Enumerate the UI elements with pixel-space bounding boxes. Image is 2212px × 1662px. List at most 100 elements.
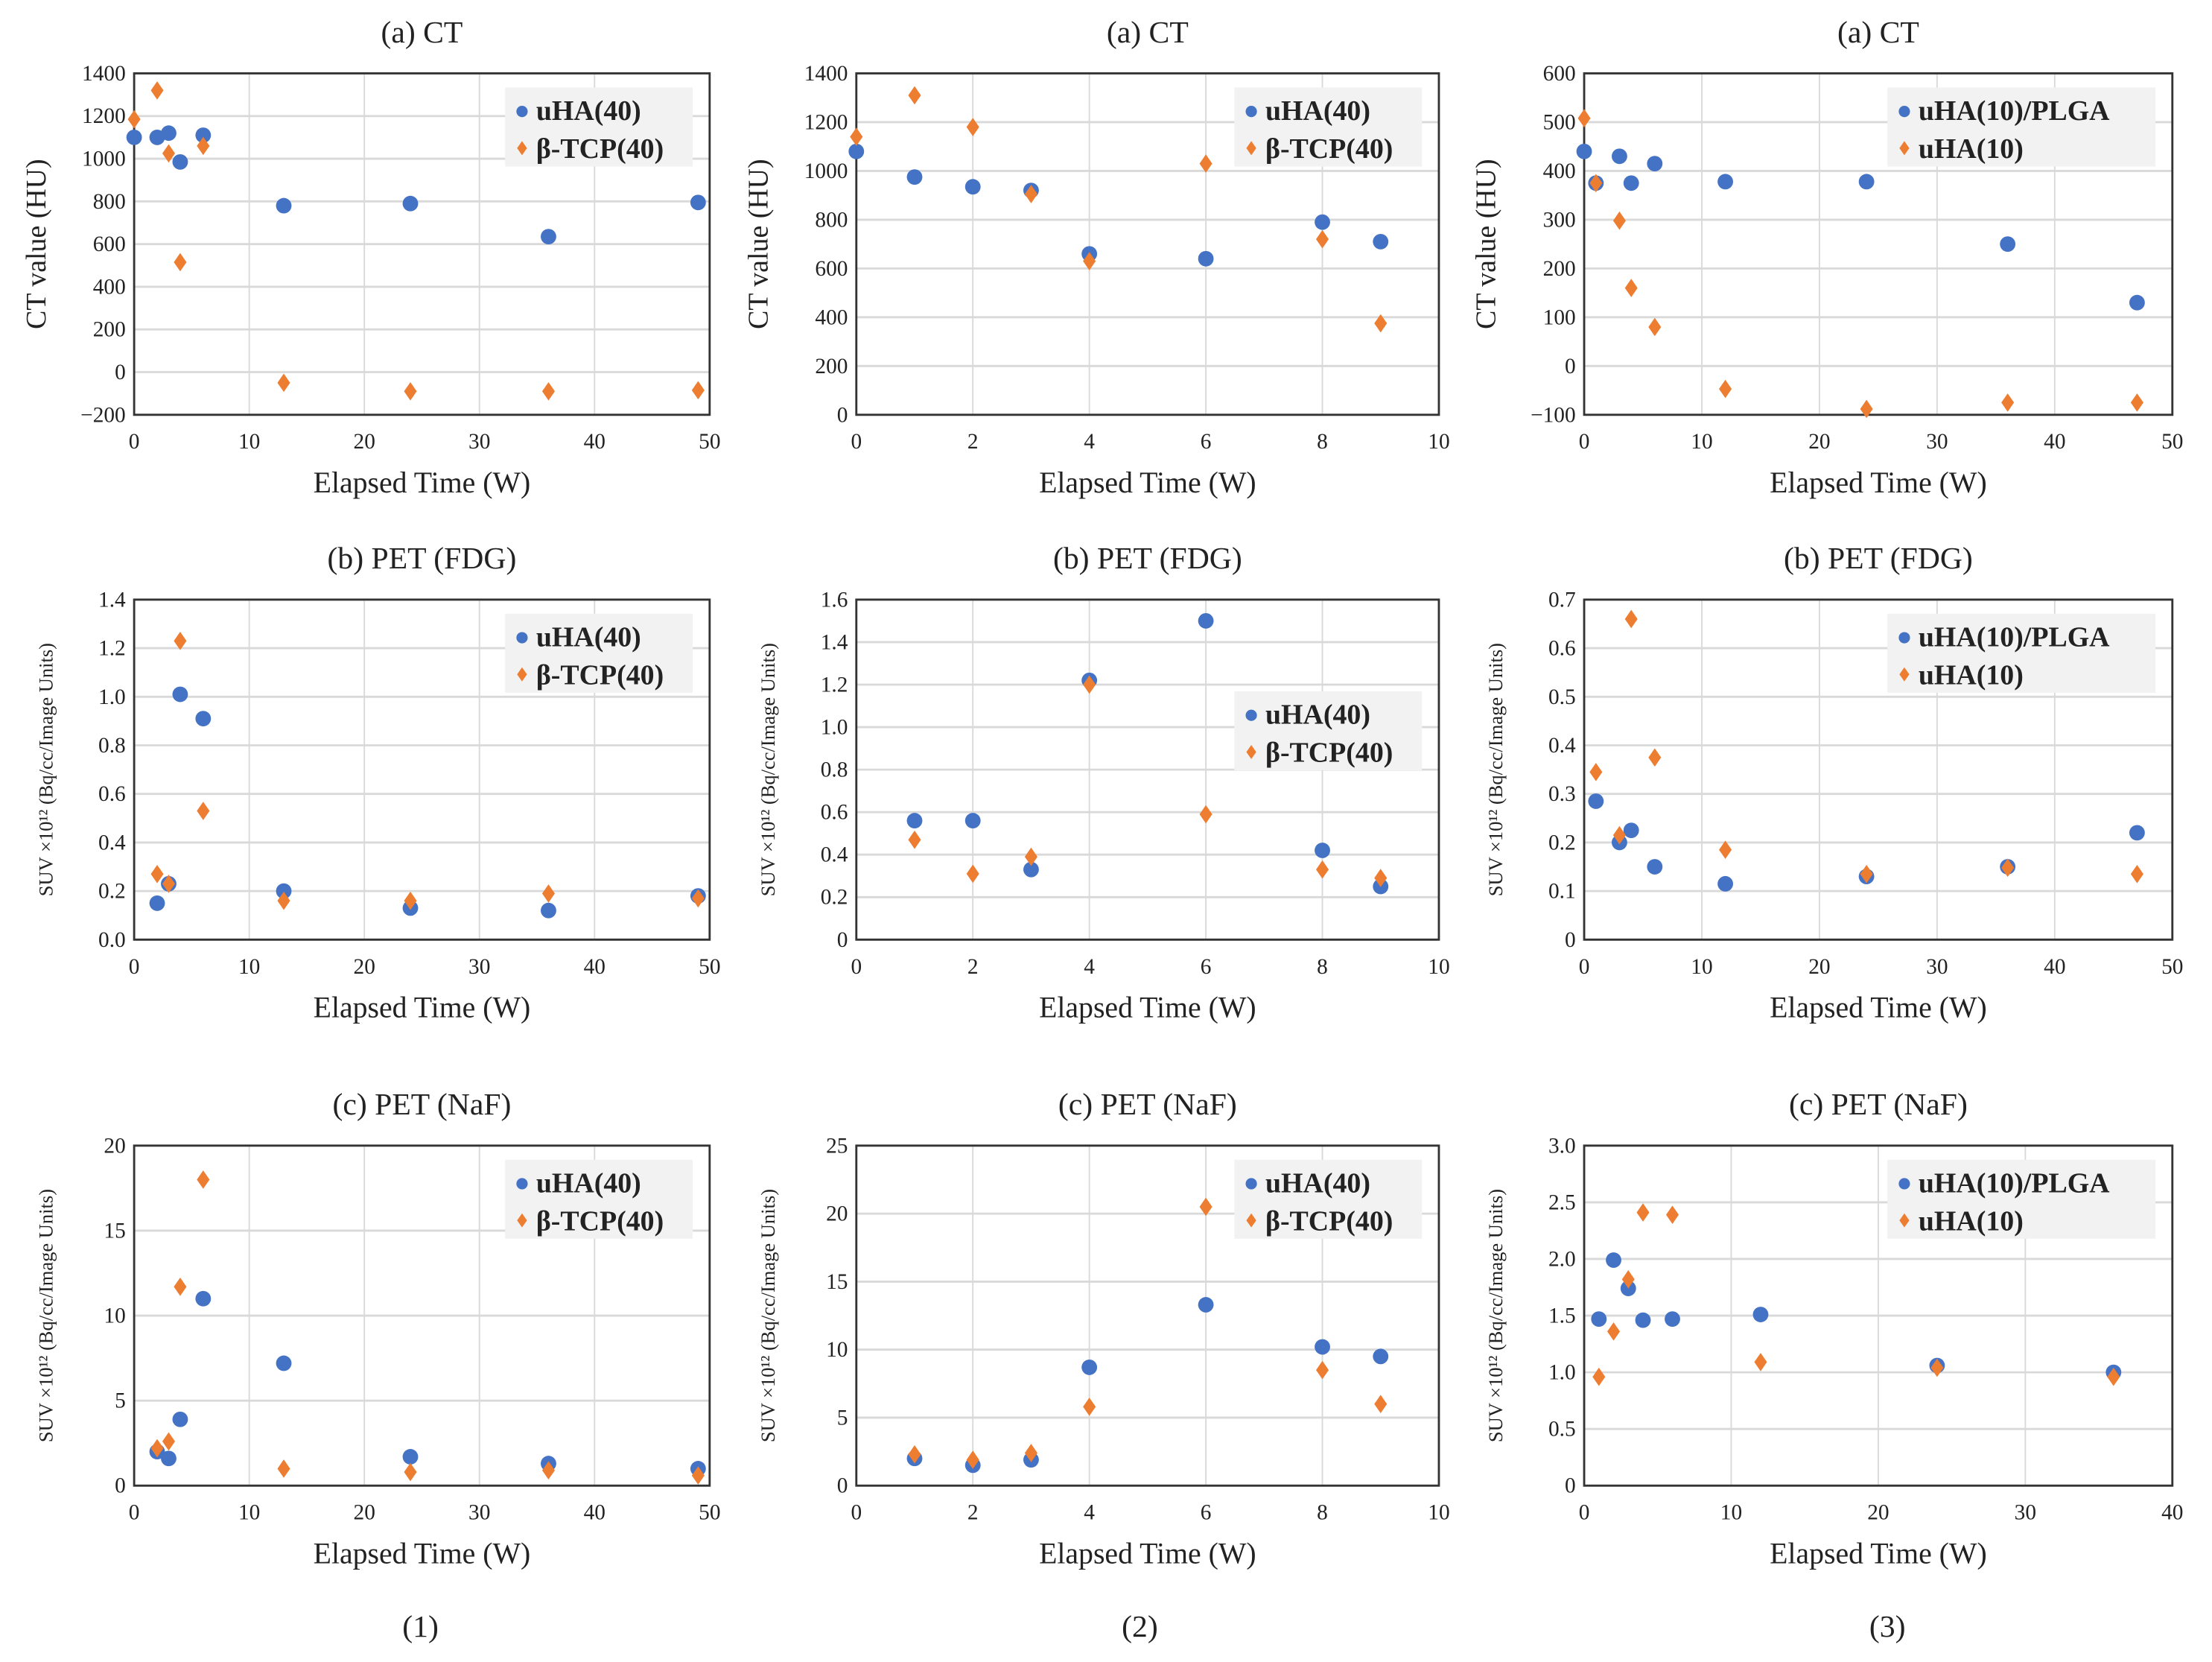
data-point-uHA(10) <box>1577 109 1591 128</box>
data-point-uHA(40) <box>1315 214 1330 230</box>
x-tick-label: 40 <box>584 430 606 454</box>
data-point-β-TCP(40) <box>1199 805 1213 824</box>
legend-label: uHA(10) <box>1919 660 2024 691</box>
x-tick-label: 30 <box>468 430 490 454</box>
y-tick-label: 600 <box>815 257 848 281</box>
chart-title: (a) CT <box>1107 16 1189 50</box>
legend-label: β-TCP(40) <box>536 660 664 691</box>
y-tick-label: 1200 <box>804 110 848 134</box>
x-tick-label: 6 <box>1201 1501 1212 1525</box>
data-point-uHA(10) <box>1624 609 1638 629</box>
data-point-β-TCP(40) <box>1374 1395 1388 1414</box>
data-point-β-TCP(40) <box>197 802 210 820</box>
data-point-uHA(40) <box>1023 861 1039 878</box>
y-tick-label: 0.6 <box>821 801 848 825</box>
y-tick-label: 0.0 <box>98 928 126 952</box>
x-tick-label: 10 <box>1428 1501 1449 1525</box>
data-point-uHA(40) <box>964 813 981 828</box>
data-point-β-TCP(40) <box>174 632 187 650</box>
y-tick-label: 100 <box>1543 305 1576 329</box>
data-point-uHA(10) <box>1612 825 1626 845</box>
data-point-uHA(10) <box>1648 317 1662 337</box>
y-tick-label: 600 <box>93 232 126 256</box>
x-tick-label: 10 <box>1691 430 1712 454</box>
data-point-uHA(10) <box>1754 1353 1767 1371</box>
data-point-β-TCP(40) <box>541 381 555 401</box>
y-tick-label: 2.5 <box>1548 1190 1576 1214</box>
legend-marker-circle-icon <box>1245 709 1257 721</box>
data-point-uHA(40) <box>149 895 165 911</box>
data-point-uHA(10) <box>2130 393 2143 412</box>
plot-frame <box>855 598 1440 941</box>
legend-label: β-TCP(40) <box>1265 738 1393 769</box>
chart-panel-8: (c) PET (NaF) 0 5 10 15 20 25 0 2 4 6 8 10 Elapsed Ti… <box>757 1088 1450 1570</box>
data-point-uHA(10)/PLGA <box>1647 859 1663 875</box>
data-point-uHA(40) <box>1373 1348 1389 1365</box>
data-point-β-TCP(40) <box>150 81 164 100</box>
x-tick-label: 0 <box>129 430 140 454</box>
legend-box <box>1234 87 1423 167</box>
data-point-β-TCP(40) <box>1316 229 1329 249</box>
legend: uHA(40) β-TCP(40) <box>505 1159 693 1239</box>
x-axis-label: Elapsed Time (W) <box>1770 466 1987 499</box>
y-tick-label: 5 <box>115 1389 126 1413</box>
data-point-β-TCP(40) <box>966 864 979 884</box>
data-point-uHA(40) <box>1198 613 1214 629</box>
legend-label: uHA(40) <box>536 95 641 127</box>
data-point-β-TCP(40) <box>150 864 164 884</box>
data-point-uHA(10) <box>1589 174 1603 193</box>
legend-label: β-TCP(40) <box>1265 133 1393 165</box>
x-tick-label: 10 <box>1428 955 1449 979</box>
data-point-uHA(40) <box>848 143 865 159</box>
legend-marker-diamond-icon <box>1899 1213 1910 1228</box>
y-axis-label: CT value (HU) <box>743 159 774 329</box>
x-tick-label: 40 <box>2044 955 2065 979</box>
x-tick-label: 30 <box>1926 955 1948 979</box>
y-tick-label: 0.8 <box>821 758 848 782</box>
y-tick-label: 400 <box>93 275 126 299</box>
legend-label: uHA(10)/PLGA <box>1919 95 2110 127</box>
legend-box <box>505 87 693 167</box>
plot-frame <box>1583 1144 2174 1487</box>
data-point-uHA(10)/PLGA <box>1623 822 1639 839</box>
y-tick-label: 1.0 <box>821 716 848 740</box>
data-point-uHA(10) <box>1636 1203 1650 1222</box>
legend: uHA(10)/PLGA uHA(10) <box>1887 613 2156 693</box>
data-point-uHA(40) <box>1081 1360 1098 1375</box>
data-point-β-TCP(40) <box>1316 860 1329 879</box>
data-point-uHA(10)/PLGA <box>1647 156 1663 172</box>
legend-label: uHA(10) <box>1919 133 2024 165</box>
y-tick-label: 600 <box>1543 62 1576 86</box>
data-point-β-TCP(40) <box>404 891 417 910</box>
data-point-β-TCP(40) <box>966 118 979 136</box>
legend-marker-circle-icon <box>1245 106 1257 118</box>
x-tick-label: 50 <box>699 430 720 454</box>
y-axis-label: SUV ×10¹² (Bq/cc/Image Units) <box>1484 643 1507 896</box>
data-point-uHA(10)/PLGA <box>1606 1252 1621 1268</box>
data-point-β-TCP(40) <box>404 381 417 401</box>
data-point-β-TCP(40) <box>162 875 175 893</box>
data-point-uHA(40) <box>1373 233 1389 250</box>
data-point-β-TCP(40) <box>277 891 290 910</box>
x-tick-label: 10 <box>1428 430 1449 454</box>
legend-box <box>1234 691 1423 771</box>
x-tick-label: 0 <box>851 1501 862 1525</box>
legend: uHA(10)/PLGA uHA(10) <box>1887 87 2156 167</box>
data-point-uHA(40) <box>906 813 923 828</box>
data-point-uHA(40) <box>126 130 142 145</box>
y-tick-label: 0.7 <box>1548 588 1576 612</box>
x-tick-label: 4 <box>1084 955 1095 979</box>
y-tick-label: −100 <box>1531 403 1576 427</box>
x-tick-label: 20 <box>354 955 375 979</box>
chart-title: (c) PET (NaF) <box>1789 1088 1968 1122</box>
y-tick-label: 200 <box>1543 257 1576 281</box>
legend-box <box>1887 87 2156 167</box>
x-axis-label: Elapsed Time (W) <box>314 466 531 499</box>
y-tick-label: 0.5 <box>1548 1418 1576 1441</box>
y-axis-label: SUV ×10¹² (Bq/cc/Image Units) <box>1484 1189 1507 1442</box>
y-axis-label: SUV ×10¹² (Bq/cc/Image Units) <box>34 1189 57 1442</box>
y-tick-label: 1000 <box>804 159 848 183</box>
chart-title: (b) PET (FDG) <box>328 542 517 576</box>
